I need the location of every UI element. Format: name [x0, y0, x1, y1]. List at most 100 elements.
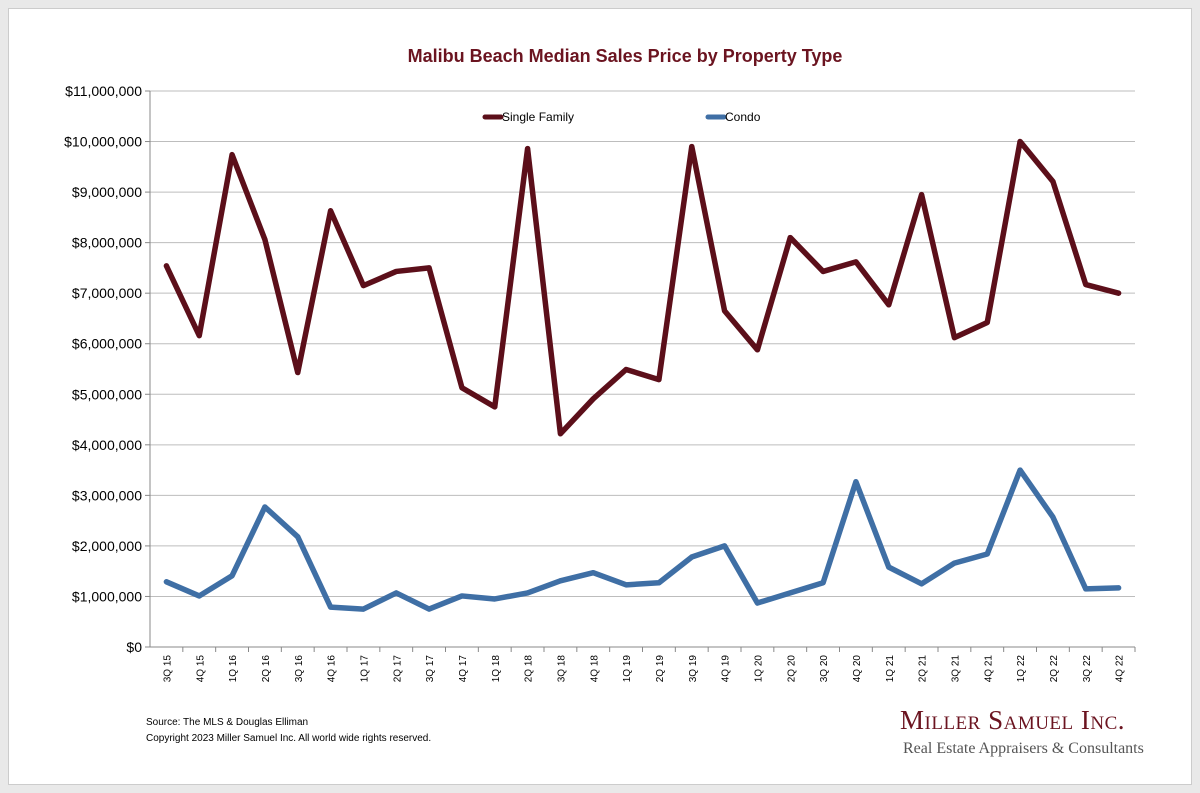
data-point [1017, 139, 1023, 145]
x-tick-label: 4Q 18 [589, 655, 600, 683]
logo-tagline: Real Estate Appraisers & Consultants [903, 740, 1144, 757]
x-tick-label: 4Q 15 [195, 655, 206, 683]
copyright-note: Copyright 2023 Miller Samuel Inc. All wo… [146, 733, 432, 744]
x-tick-label: 1Q 19 [622, 655, 633, 683]
data-point [820, 580, 826, 586]
data-point [919, 581, 925, 587]
data-point [393, 268, 399, 274]
data-point [722, 543, 728, 549]
data-point [229, 573, 235, 579]
data-point [623, 582, 629, 588]
y-tick-label: $5,000,000 [72, 386, 142, 402]
chart-frame [8, 8, 1192, 785]
data-point [525, 590, 531, 596]
x-tick-label: 2Q 19 [655, 655, 666, 683]
data-point [426, 606, 432, 612]
data-point [787, 590, 793, 596]
data-point [656, 377, 662, 383]
data-point [1050, 178, 1056, 184]
data-point [1017, 467, 1023, 473]
x-tick-label: 2Q 20 [786, 655, 797, 683]
data-point [623, 367, 629, 373]
data-point [1116, 585, 1122, 591]
legend-label: Single Family [502, 110, 574, 124]
data-point [557, 578, 563, 584]
data-point [1083, 282, 1089, 288]
x-tick-label: 4Q 19 [721, 655, 732, 683]
y-tick-label: $1,000,000 [72, 588, 142, 604]
data-point [196, 593, 202, 599]
data-point [853, 479, 859, 485]
data-point [590, 396, 596, 402]
data-point [689, 144, 695, 150]
y-tick-label: $2,000,000 [72, 538, 142, 554]
data-point [656, 580, 662, 586]
y-tick-label: $6,000,000 [72, 336, 142, 352]
x-tick-label: 4Q 20 [852, 655, 863, 683]
y-tick-label: $0 [126, 639, 142, 655]
data-point [951, 335, 957, 341]
x-tick-label: 3Q 18 [556, 655, 567, 683]
x-tick-label: 1Q 21 [885, 655, 896, 683]
data-point [525, 146, 531, 152]
y-tick-label: $4,000,000 [72, 437, 142, 453]
data-point [590, 570, 596, 576]
data-point [328, 604, 334, 610]
data-point [295, 370, 301, 376]
data-point [984, 551, 990, 557]
data-point [1050, 514, 1056, 520]
data-point [262, 237, 268, 243]
data-point [295, 534, 301, 540]
data-point [262, 504, 268, 510]
data-point [163, 579, 169, 585]
source-note: Source: The MLS & Douglas Elliman [146, 717, 309, 728]
data-point [459, 593, 465, 599]
x-tick-label: 1Q 16 [228, 655, 239, 683]
data-point [951, 560, 957, 566]
x-tick-label: 3Q 22 [1082, 655, 1093, 683]
data-point [360, 606, 366, 612]
data-point [393, 590, 399, 596]
data-point [492, 596, 498, 602]
data-point [689, 554, 695, 560]
data-point [426, 265, 432, 271]
data-point [984, 319, 990, 325]
data-point [722, 308, 728, 314]
data-point [163, 263, 169, 269]
data-point [459, 385, 465, 391]
x-tick-label: 3Q 15 [162, 655, 173, 683]
x-tick-label: 3Q 19 [688, 655, 699, 683]
data-point [919, 192, 925, 198]
y-tick-label: $11,000,000 [65, 83, 142, 99]
x-tick-label: 2Q 17 [392, 655, 403, 683]
data-point [754, 600, 760, 606]
x-tick-label: 1Q 20 [753, 655, 764, 683]
data-point [196, 333, 202, 339]
y-tick-label: $10,000,000 [64, 134, 142, 150]
x-tick-label: 1Q 17 [359, 655, 370, 683]
x-tick-label: 2Q 18 [524, 655, 535, 683]
x-tick-label: 1Q 18 [491, 655, 502, 683]
x-tick-label: 2Q 16 [261, 655, 272, 683]
x-tick-label: 4Q 17 [458, 655, 469, 683]
x-tick-label: 2Q 21 [918, 655, 929, 683]
x-tick-label: 4Q 21 [983, 655, 994, 683]
data-point [328, 208, 334, 214]
data-point [229, 152, 235, 158]
x-tick-label: 2Q 22 [1049, 655, 1060, 683]
data-point [1116, 290, 1122, 296]
data-point [820, 268, 826, 274]
x-tick-label: 4Q 16 [327, 655, 338, 683]
data-point [886, 564, 892, 570]
data-point [886, 302, 892, 308]
data-point [853, 259, 859, 265]
y-tick-label: $7,000,000 [72, 285, 142, 301]
logo-name: Miller Samuel Inc. [900, 705, 1126, 735]
chart-title: Malibu Beach Median Sales Price by Prope… [408, 46, 843, 66]
x-tick-label: 3Q 20 [819, 655, 830, 683]
x-tick-label: 3Q 21 [950, 655, 961, 683]
data-point [1083, 586, 1089, 592]
x-tick-label: 3Q 17 [425, 655, 436, 683]
x-tick-label: 4Q 22 [1115, 655, 1126, 683]
